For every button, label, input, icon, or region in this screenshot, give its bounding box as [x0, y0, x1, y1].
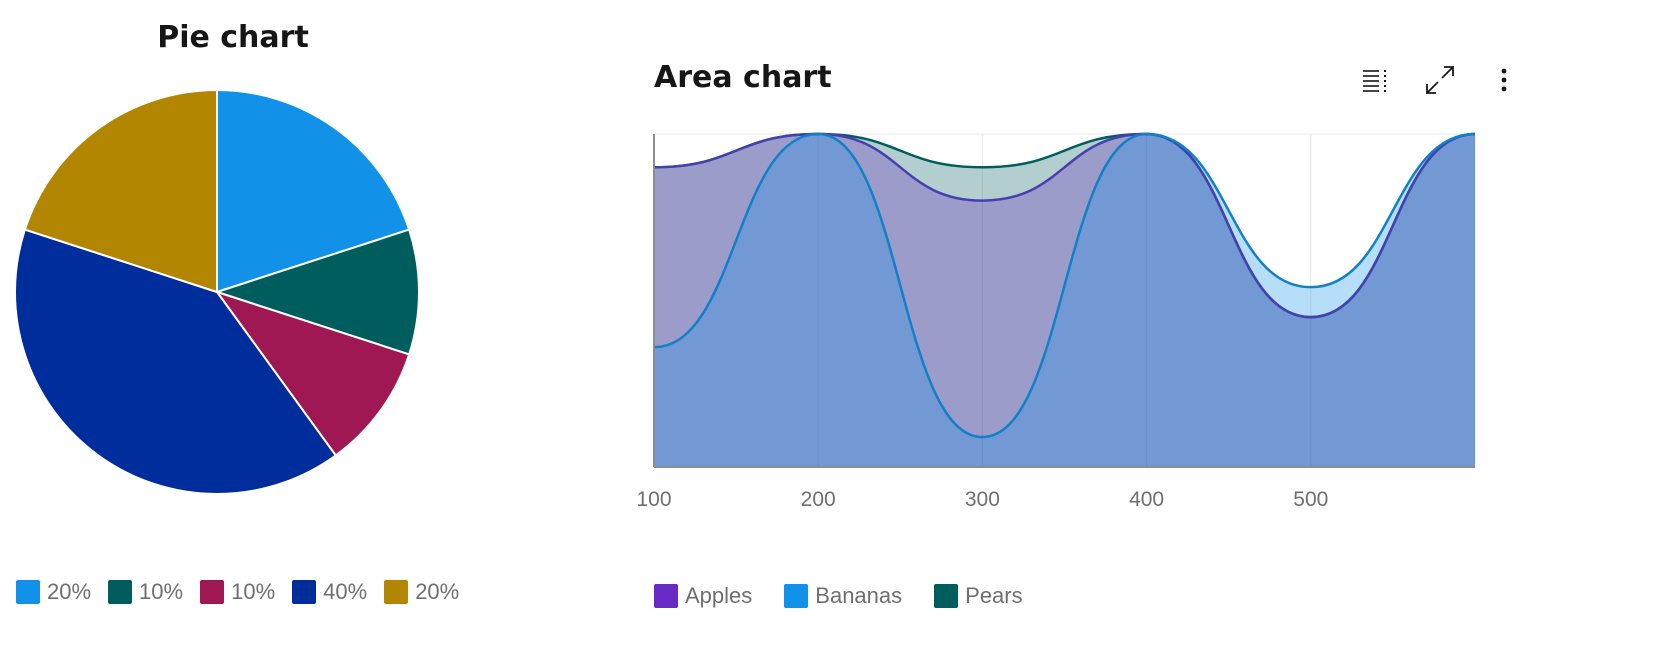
- legend-swatch: [292, 580, 317, 604]
- x-tick-label: 200: [801, 488, 836, 511]
- data-table-icon: [1363, 70, 1386, 92]
- legend-label: 20%: [415, 579, 460, 604]
- legend-swatch: [934, 584, 959, 608]
- series-line-bananas[interactable]: [653, 132, 1476, 439]
- pie-legend-item: 20%: [16, 579, 91, 605]
- legend-swatch: [654, 584, 678, 608]
- legend-swatch: [200, 580, 225, 604]
- area-chart-title: Area chart: [654, 60, 832, 95]
- area-chart-plot: 100 200 300 400 500: [636, 132, 1476, 511]
- legend-label: 10%: [139, 579, 184, 604]
- x-tick-label: 100: [636, 488, 671, 511]
- pie-chart-title: Pie chart: [157, 20, 309, 55]
- legend-label: Pears: [965, 583, 1023, 608]
- area-fill-apples: [654, 134, 1475, 467]
- area-fill-pears: [654, 134, 1475, 467]
- legend-swatch: [16, 580, 40, 604]
- area-chart-panel: Area chart: [620, 0, 1672, 658]
- pie-legend-item: 10%: [200, 579, 275, 605]
- overflow-menu-icon: [1501, 68, 1507, 92]
- x-tick-label: 400: [1129, 488, 1164, 511]
- pie-chart-legend: 20% 10% 10% 40% 20%: [16, 579, 476, 605]
- pie-chart-panel: Pie chart 20% 10% 10% 40% 20%: [0, 0, 560, 658]
- legend-label: Apples: [685, 583, 753, 608]
- pie-slice[interactable]: [213, 228, 420, 356]
- pie-slice[interactable]: [14, 228, 338, 495]
- pie-slice[interactable]: [216, 90, 411, 294]
- x-tick-label: 500: [1293, 488, 1328, 511]
- overflow-menu-button[interactable]: [1479, 60, 1529, 100]
- legend-swatch: [108, 580, 133, 604]
- maximize-button[interactable]: [1415, 60, 1465, 100]
- area-legend-item[interactable]: Pears: [934, 583, 1023, 609]
- legend-label: 20%: [47, 579, 92, 604]
- area-fill-bananas: [654, 134, 1475, 467]
- legend-label: 40%: [323, 579, 368, 604]
- maximize-icon: [1426, 66, 1454, 94]
- legend-swatch: [384, 580, 409, 604]
- pie-chart-plot: [14, 90, 420, 495]
- area-chart-legend: Apples Bananas Pears: [654, 583, 1055, 609]
- legend-label: 10%: [231, 579, 276, 604]
- x-tick-label: 300: [965, 488, 1000, 511]
- data-table-button[interactable]: [1351, 60, 1401, 100]
- pie-legend-item: 20%: [384, 579, 459, 605]
- legend-swatch: [784, 584, 809, 608]
- pie-legend-item: 40%: [292, 579, 367, 605]
- chart-toolbar: [1351, 60, 1543, 100]
- area-legend-item[interactable]: Apples: [654, 583, 752, 609]
- pie-slice[interactable]: [23, 90, 218, 294]
- legend-label: Bananas: [815, 583, 903, 608]
- pie-slice[interactable]: [214, 290, 411, 457]
- area-legend-item[interactable]: Bananas: [784, 583, 902, 609]
- pie-legend-item: 10%: [108, 579, 183, 605]
